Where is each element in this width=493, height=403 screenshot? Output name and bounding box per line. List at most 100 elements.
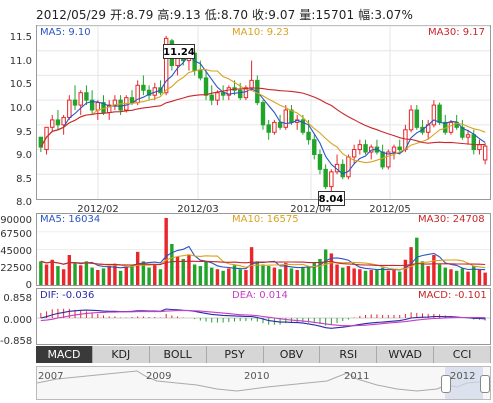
- price-ma5-label: MA5: 9.10: [40, 27, 91, 38]
- tab-psy[interactable]: PSY: [207, 346, 264, 363]
- volume-bar: [221, 270, 225, 285]
- candle-body: [482, 145, 488, 161]
- candle-body: [198, 69, 203, 79]
- volume-bar: [318, 258, 322, 285]
- navigator-year: 2010: [244, 371, 270, 382]
- low-value: 8.70: [220, 8, 249, 22]
- volume-bar: [454, 270, 459, 285]
- volume-bar: [380, 267, 385, 285]
- volume-bar: [437, 264, 442, 285]
- volume-bar: [386, 270, 391, 285]
- candle-body: [408, 109, 414, 131]
- volume-bar: [289, 268, 294, 285]
- volume-y-tick: 90000: [0, 215, 32, 226]
- price-y-tick: 8.0: [16, 197, 32, 208]
- tab-macd[interactable]: MACD: [36, 346, 93, 363]
- candle-body: [72, 99, 78, 106]
- price-ma30-label: MA30: 9.17: [428, 27, 486, 38]
- tab-boll[interactable]: BOLL: [150, 346, 207, 363]
- volume-bar: [73, 262, 77, 285]
- min-price-label: 8.04: [319, 194, 344, 205]
- volume-bar: [135, 251, 140, 285]
- macd-y-tick: 0.000: [3, 315, 32, 326]
- candle-body: [61, 116, 66, 126]
- volume-bar: [130, 265, 134, 285]
- max-price-label: 11.24: [163, 47, 195, 58]
- volume-bar: [181, 258, 185, 285]
- volume-bar: [158, 269, 163, 285]
- tab-obv[interactable]: OBV: [264, 346, 321, 363]
- volume-bar: [50, 259, 54, 285]
- macd-y-tick: 0.858: [3, 293, 32, 304]
- candle-body: [277, 121, 283, 128]
- candle-body: [163, 37, 169, 94]
- candle-body: [477, 144, 482, 151]
- macd-value-label: MACD: -0.101: [418, 290, 487, 301]
- volume-label: 量:: [299, 8, 316, 22]
- macd-lines: [37, 308, 490, 329]
- navigator-year: 2007: [38, 371, 64, 382]
- volume-bar: [460, 268, 465, 285]
- tab-cci[interactable]: CCI: [434, 346, 491, 363]
- volume-y-tick: 45000: [0, 246, 32, 257]
- volume-ma5-label: MA5: 16034: [40, 214, 101, 225]
- time-navigator[interactable]: [36, 366, 491, 400]
- candle-body: [146, 89, 152, 96]
- volume-bar: [466, 271, 470, 285]
- max-marker: 11.24: [163, 44, 195, 59]
- candle-body: [67, 99, 72, 118]
- tab-kdj[interactable]: KDJ: [93, 346, 150, 363]
- max-label-box: [163, 44, 195, 59]
- volume-bar: [204, 261, 208, 285]
- stock-chart[interactable]: 2012/02 2012/03 2012/04 2012/05 11.24 8.…: [0, 0, 493, 346]
- price-y-tick: 9.5: [16, 127, 32, 138]
- volume-bar: [306, 266, 311, 285]
- dif-line: [40, 308, 486, 329]
- navigator-selection[interactable]: [445, 367, 483, 399]
- candle-body: [357, 144, 363, 151]
- min-label-box: [318, 191, 345, 206]
- tab-rsi[interactable]: RSI: [320, 346, 378, 363]
- candle-body: [272, 121, 277, 133]
- quote-date: 2012/05/29: [36, 8, 107, 22]
- candle-body: [44, 126, 49, 151]
- date-tick: 2012/04: [290, 204, 332, 215]
- open-value: 8.79: [126, 8, 154, 22]
- candle-body: [329, 171, 334, 188]
- volume-bar: [170, 243, 174, 285]
- navigator-right-handle[interactable]: [480, 375, 490, 393]
- volume-bar: [255, 261, 260, 285]
- volume-bar: [472, 266, 476, 285]
- candle-body: [55, 119, 61, 126]
- candle-body: [84, 92, 89, 101]
- volume-bar: [84, 261, 89, 285]
- volume-value: 15701: [315, 8, 355, 22]
- dif-label: DIF: -0.036: [40, 290, 95, 301]
- candle-body: [289, 109, 294, 123]
- macd-y-tick: -0.858: [0, 336, 33, 347]
- navigator-left-handle[interactable]: [441, 375, 451, 393]
- volume-bar: [432, 255, 436, 285]
- tab-wvad[interactable]: WVAD: [377, 346, 435, 363]
- candle-body: [312, 139, 317, 156]
- volume-bar: [238, 269, 242, 285]
- navigator-path: [37, 370, 490, 392]
- volume-bar: [403, 259, 408, 285]
- close-label: 收:: [251, 8, 269, 22]
- volume-bar: [90, 267, 94, 285]
- quote-info-line: 2012/05/29 开:8.79 高:9.13 低:8.70 收:9.07 量…: [36, 6, 413, 23]
- volume-bar: [118, 270, 123, 285]
- price-ma30-line: [40, 87, 486, 148]
- volume-bar: [39, 261, 43, 285]
- candle-body: [243, 87, 249, 99]
- candle-body: [209, 94, 214, 101]
- candle-body: [141, 84, 146, 91]
- volume-bar: [358, 269, 362, 285]
- volume-bar: [312, 262, 316, 285]
- volume-panel-frame: [36, 213, 491, 286]
- price-y-tick: 11.0: [9, 56, 32, 67]
- candle-body: [215, 92, 220, 101]
- candle-body: [448, 121, 454, 133]
- volume-bar: [153, 264, 157, 285]
- dea-line: [40, 310, 486, 327]
